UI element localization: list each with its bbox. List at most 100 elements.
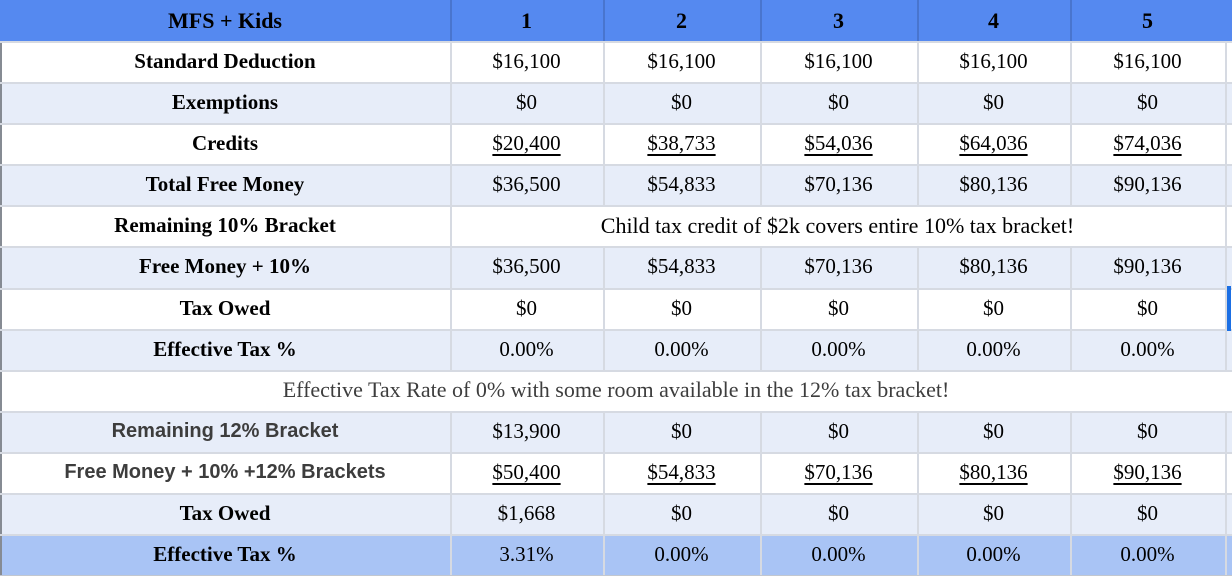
cell-value[interactable]: $0 <box>450 82 603 123</box>
table-row: Standard Deduction $16,100 $16,100 $16,1… <box>0 41 1232 83</box>
table-row: Effective Tax Rate of 0% with some room … <box>0 369 1232 411</box>
cell-value[interactable]: 0.00% <box>1070 534 1225 575</box>
overflow-cell <box>1225 534 1232 575</box>
row-label[interactable]: Effective Tax % <box>153 336 297 361</box>
table-title[interactable]: MFS + Kids <box>168 7 282 33</box>
overflow-cell <box>1225 0 1232 41</box>
cell-value[interactable]: $0 <box>917 493 1070 534</box>
cell-value[interactable]: $0 <box>1070 411 1225 452</box>
cell-value[interactable]: 0.00% <box>450 329 603 370</box>
row-label[interactable]: Exemptions <box>171 90 279 115</box>
cell-value[interactable]: 0.00% <box>603 534 760 575</box>
cell-value[interactable]: $0 <box>760 82 917 123</box>
cell-value[interactable]: $70,136 <box>760 452 917 493</box>
cell-value[interactable]: $0 <box>917 411 1070 452</box>
cell-value[interactable]: $13,900 <box>450 411 603 452</box>
column-header[interactable]: 2 <box>603 0 760 41</box>
cell-value[interactable]: $74,036 <box>1070 123 1225 164</box>
table-row: Effective Tax % 3.31% 0.00% 0.00% 0.00% … <box>0 533 1232 575</box>
row-label[interactable]: Total Free Money <box>145 172 305 197</box>
cell-value[interactable]: $64,036 <box>917 123 1070 164</box>
note-cell[interactable]: Effective Tax Rate of 0% with some room … <box>282 377 950 403</box>
overflow-cell <box>1225 329 1232 370</box>
cell-value[interactable]: $36,500 <box>450 246 603 287</box>
table-row: Exemptions $0 $0 $0 $0 $0 <box>0 82 1232 124</box>
cell-value[interactable]: $80,136 <box>917 164 1070 205</box>
overflow-cell <box>1225 41 1232 82</box>
cell-value[interactable]: $54,833 <box>603 246 760 287</box>
row-label[interactable]: Remaining 10% Bracket <box>114 213 336 238</box>
cell-value[interactable]: $90,136 <box>1070 246 1225 287</box>
cell-value[interactable]: $0 <box>760 411 917 452</box>
cell-value[interactable]: $0 <box>603 288 760 329</box>
cell-value[interactable]: 0.00% <box>760 534 917 575</box>
overflow-cell <box>1225 411 1232 452</box>
column-header[interactable]: 1 <box>450 0 603 41</box>
cell-value[interactable]: $54,833 <box>603 164 760 205</box>
column-header[interactable]: 5 <box>1070 0 1225 41</box>
cell-value[interactable]: $1,668 <box>450 493 603 534</box>
cell-value[interactable]: $0 <box>1070 82 1225 123</box>
overflow-cell <box>1225 123 1232 164</box>
table-row: Tax Owed $1,668 $0 $0 $0 $0 <box>0 492 1232 534</box>
cell-value[interactable]: $16,100 <box>760 41 917 82</box>
table-row: Effective Tax % 0.00% 0.00% 0.00% 0.00% … <box>0 328 1232 370</box>
cell-value[interactable]: $16,100 <box>603 41 760 82</box>
row-label[interactable]: Tax Owed <box>179 500 271 525</box>
row-label[interactable]: Credits <box>191 131 259 156</box>
table-row: Free Money + 10% +12% Brackets $50,400 $… <box>0 451 1232 493</box>
cell-value[interactable]: 0.00% <box>917 534 1070 575</box>
cell-value[interactable]: $0 <box>760 493 917 534</box>
column-header[interactable]: 4 <box>917 0 1070 41</box>
cell-value[interactable]: $0 <box>1070 288 1225 329</box>
overflow-cell <box>1225 285 1232 331</box>
row-label[interactable]: Tax Owed <box>179 295 271 320</box>
cell-value[interactable]: 0.00% <box>917 329 1070 370</box>
cell-value[interactable]: $0 <box>917 288 1070 329</box>
cell-value[interactable]: $0 <box>450 288 603 329</box>
selection-indicator <box>1227 285 1231 331</box>
cell-value[interactable]: $54,833 <box>603 452 760 493</box>
column-header[interactable]: 3 <box>760 0 917 41</box>
table-row: Free Money + 10% $36,500 $54,833 $70,136… <box>0 246 1232 288</box>
cell-value[interactable]: $80,136 <box>917 452 1070 493</box>
row-label[interactable]: Remaining 12% Bracket <box>111 420 339 443</box>
overflow-cell <box>1225 82 1232 123</box>
row-label[interactable]: Free Money + 10% +12% Brackets <box>64 461 386 484</box>
cell-value[interactable]: $0 <box>917 82 1070 123</box>
cell-value[interactable]: $0 <box>603 411 760 452</box>
cell-value[interactable]: 3.31% <box>450 534 603 575</box>
cell-value[interactable]: $36,500 <box>450 164 603 205</box>
cell-value[interactable]: $0 <box>760 288 917 329</box>
cell-value[interactable]: $16,100 <box>917 41 1070 82</box>
cell-value[interactable]: $0 <box>603 493 760 534</box>
table-row: Remaining 10% Bracket Child tax credit o… <box>0 205 1232 247</box>
cell-value[interactable]: 0.00% <box>603 329 760 370</box>
table-row: Remaining 12% Bracket $13,900 $0 $0 $0 $… <box>0 410 1232 452</box>
cell-value[interactable]: $90,136 <box>1070 164 1225 205</box>
cell-value[interactable]: $0 <box>603 82 760 123</box>
cell-value[interactable]: 0.00% <box>1070 329 1225 370</box>
cell-value[interactable]: $80,136 <box>917 246 1070 287</box>
cell-value[interactable]: $20,400 <box>450 123 603 164</box>
row-label[interactable]: Free Money + 10% <box>139 254 311 279</box>
overflow-cell <box>1225 493 1232 534</box>
table-row: Total Free Money $36,500 $54,833 $70,136… <box>0 164 1232 206</box>
row-label[interactable]: Standard Deduction <box>134 49 316 74</box>
cell-value[interactable]: $50,400 <box>450 452 603 493</box>
cell-value[interactable]: 0.00% <box>760 329 917 370</box>
cell-value[interactable]: $38,733 <box>603 123 760 164</box>
cell-value[interactable]: $0 <box>1070 493 1225 534</box>
cell-value[interactable]: $70,136 <box>760 164 917 205</box>
overflow-cell <box>1225 246 1232 287</box>
table-row: Tax Owed $0 $0 $0 $0 $0 <box>0 285 1232 331</box>
cell-value[interactable]: $90,136 <box>1070 452 1225 493</box>
row-label[interactable]: Effective Tax % <box>153 541 297 566</box>
overflow-cell <box>1225 452 1232 493</box>
cell-value[interactable]: $16,100 <box>1070 41 1225 82</box>
note-cell[interactable]: Child tax credit of $2k covers entire 10… <box>450 205 1225 246</box>
cell-value[interactable]: $70,136 <box>760 246 917 287</box>
cell-value[interactable]: $16,100 <box>450 41 603 82</box>
cell-value[interactable]: $54,036 <box>760 123 917 164</box>
